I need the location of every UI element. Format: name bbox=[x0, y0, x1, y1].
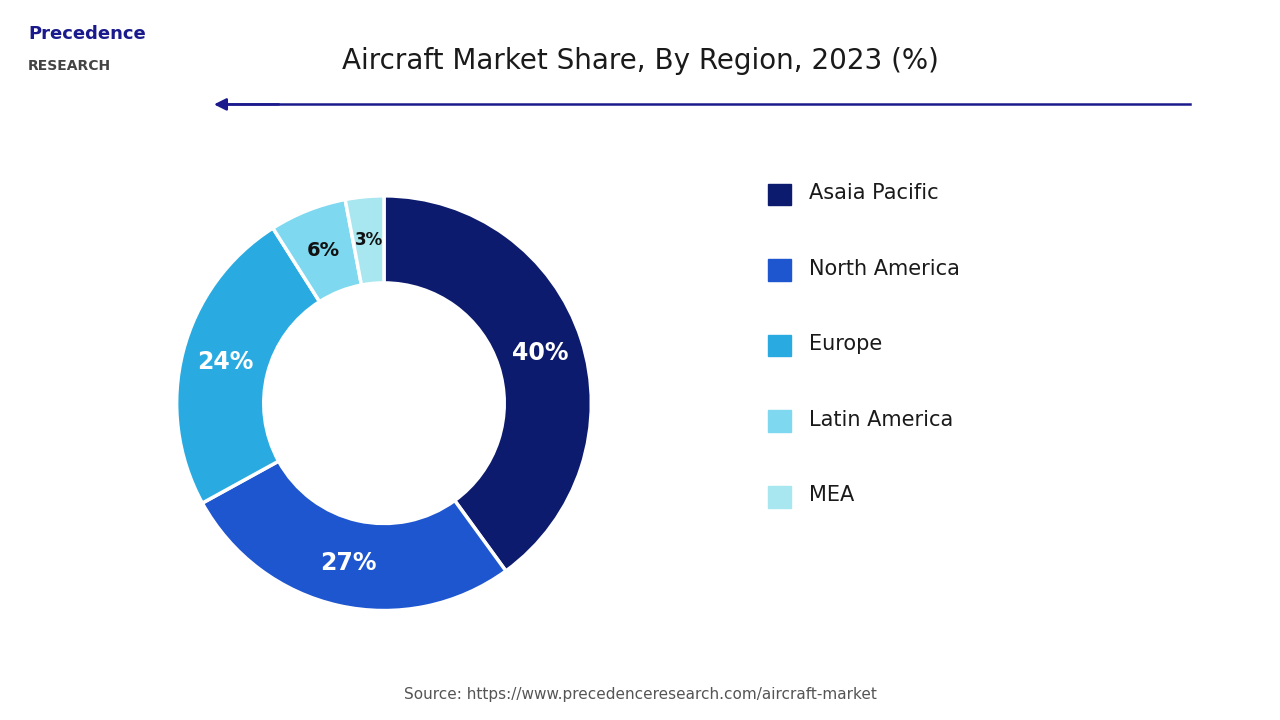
Text: RESEARCH: RESEARCH bbox=[28, 59, 111, 73]
Text: MEA: MEA bbox=[809, 485, 854, 505]
Text: 6%: 6% bbox=[307, 241, 340, 261]
Text: Aircraft Market Share, By Region, 2023 (%): Aircraft Market Share, By Region, 2023 (… bbox=[342, 47, 938, 75]
Wedge shape bbox=[273, 199, 361, 302]
Text: 24%: 24% bbox=[197, 351, 253, 374]
Text: Source: https://www.precedenceresearch.com/aircraft-market: Source: https://www.precedenceresearch.c… bbox=[403, 687, 877, 702]
Text: North America: North America bbox=[809, 258, 960, 279]
Text: Latin America: Latin America bbox=[809, 410, 954, 430]
Wedge shape bbox=[346, 196, 384, 285]
Text: Asaia Pacific: Asaia Pacific bbox=[809, 183, 938, 203]
Text: 40%: 40% bbox=[512, 341, 568, 364]
Text: Europe: Europe bbox=[809, 334, 882, 354]
Wedge shape bbox=[384, 196, 591, 571]
Wedge shape bbox=[177, 228, 320, 503]
Text: 3%: 3% bbox=[355, 231, 383, 249]
Text: Precedence: Precedence bbox=[28, 25, 146, 43]
Text: 27%: 27% bbox=[320, 551, 376, 575]
Wedge shape bbox=[202, 461, 506, 611]
